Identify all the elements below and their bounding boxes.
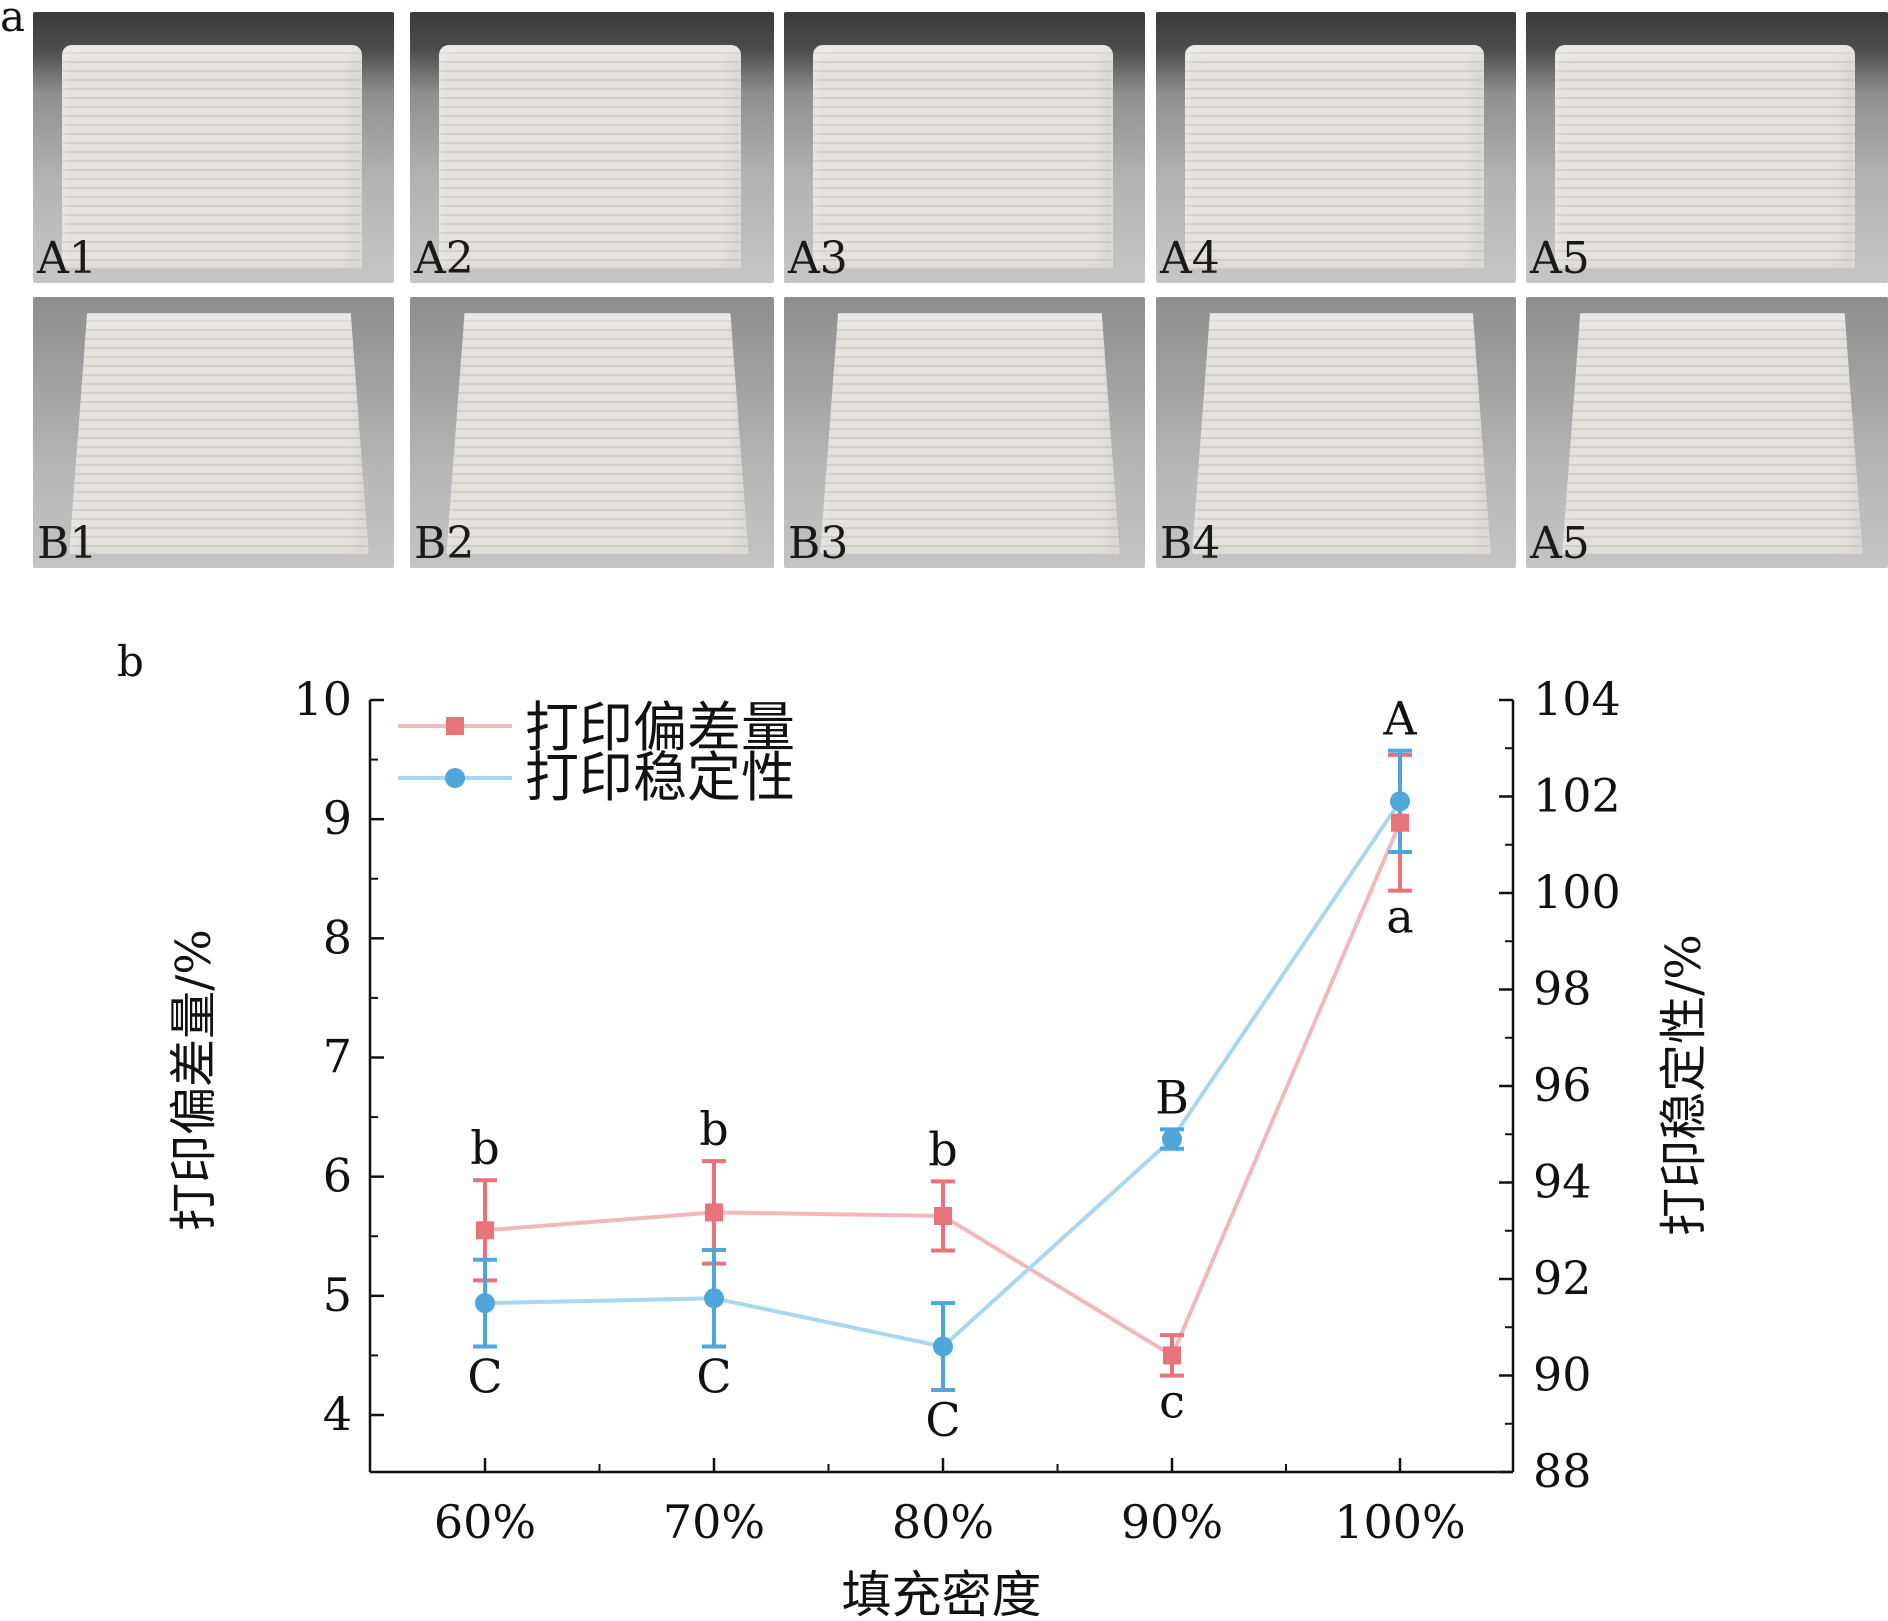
right-tick-label: 94: [1533, 1155, 1592, 1209]
sample-label: B1: [37, 518, 98, 568]
sample-photo-b5: A5: [1526, 297, 1888, 568]
sample-label: B4: [1160, 518, 1221, 568]
stability-significance-label: C: [467, 1350, 502, 1404]
deviation-significance-label: a: [1386, 890, 1413, 944]
x-tick-label: 60%: [434, 1495, 536, 1549]
sample-photo-b1: B1: [33, 297, 394, 568]
stability-point: [475, 1293, 495, 1314]
sample-label: A5: [1530, 233, 1590, 283]
legend-deviation-label: 打印偏差量: [525, 696, 795, 759]
printed-sample: [1184, 44, 1484, 270]
legend-deviation-marker: [446, 717, 464, 735]
sample-label: A1: [37, 233, 97, 283]
x-axis-title: 填充密度: [842, 1566, 1042, 1621]
sample-photo-a4: A4: [1156, 12, 1516, 283]
x-tick-label: 90%: [1121, 1495, 1223, 1549]
legend-stability-label: 打印稳定性: [525, 746, 795, 809]
sample-photo-a5: A5: [1526, 12, 1888, 283]
stability-significance-label: C: [696, 1350, 731, 1404]
sample-photo-a1: A1: [33, 12, 394, 283]
right-tick-label: 90: [1533, 1348, 1592, 1402]
deviation-line: [484, 821, 1402, 1359]
printed-sample: [1562, 313, 1863, 555]
deviation-point: [1391, 813, 1409, 832]
stability-point: [933, 1336, 953, 1357]
left-axis-title: 打印偏差量/%: [166, 929, 222, 1231]
right-tick-label: 92: [1533, 1251, 1592, 1305]
sample-label: B2: [414, 518, 475, 568]
printed-sample: [69, 313, 369, 555]
printed-sample: [820, 313, 1120, 555]
deviation-point: [476, 1221, 494, 1240]
deviation-point: [934, 1206, 952, 1225]
stability-point: [704, 1288, 724, 1309]
left-tick-label: 6: [323, 1149, 352, 1203]
legend-stability-marker: [445, 768, 465, 788]
x-tick-label: 100%: [1334, 1495, 1466, 1549]
right-tick-label: 102: [1533, 769, 1621, 823]
deviation-significance-label: c: [1159, 1375, 1185, 1429]
sample-label: A3: [788, 233, 848, 283]
right-tick-label: 96: [1533, 1058, 1592, 1112]
stability-significance-label: B: [1155, 1070, 1189, 1124]
sample-photo-grid: A1 A2 A3 A4 A5 B1 B2 B3 B4 A5: [33, 12, 1888, 568]
stability-line: [484, 800, 1402, 1349]
right-tick-label: 104: [1533, 672, 1621, 726]
deviation-significance-label: b: [928, 1122, 957, 1176]
panel-b-letter: b: [117, 637, 144, 686]
deviation-significance-label: b: [699, 1102, 728, 1156]
sample-label: A2: [414, 233, 474, 283]
sample-photo-b2: B2: [410, 297, 774, 568]
printed-sample: [1554, 44, 1856, 270]
right-axis-title: 打印稳定性/%: [1656, 934, 1712, 1236]
sample-photo-a3: A3: [784, 12, 1145, 283]
printed-sample: [446, 313, 749, 555]
stability-point: [1162, 1129, 1182, 1150]
sample-photo-b4: B4: [1156, 297, 1516, 568]
printed-sample: [439, 44, 742, 270]
sample-label: B3: [788, 518, 849, 568]
left-tick-label: 5: [323, 1268, 352, 1322]
panel-a-letter: a: [0, 0, 26, 41]
x-tick-label: 80%: [892, 1495, 994, 1549]
left-tick-label: 4: [323, 1387, 352, 1441]
deviation-significance-label: b: [470, 1121, 499, 1175]
deviation-point: [1163, 1346, 1181, 1365]
printed-sample: [61, 44, 362, 270]
right-tick-label: 88: [1533, 1444, 1592, 1498]
deviation-point: [705, 1203, 723, 1222]
left-tick-label: 7: [323, 1030, 352, 1084]
sample-photo-a2: A2: [410, 12, 774, 283]
right-tick-label: 100: [1533, 865, 1621, 919]
sample-label: A5: [1530, 518, 1590, 568]
printed-sample: [812, 44, 1113, 270]
left-tick-label: 9: [323, 791, 352, 845]
stability-significance-label: C: [925, 1393, 960, 1447]
sample-label: A4: [1160, 233, 1220, 283]
printed-sample: [1192, 313, 1491, 555]
stability-point: [1390, 791, 1410, 812]
x-tick-label: 70%: [663, 1495, 765, 1549]
stability-significance-label: A: [1382, 692, 1417, 746]
left-tick-label: 8: [323, 910, 352, 964]
sample-photo-b3: B3: [784, 297, 1145, 568]
left-tick-label: 10: [293, 672, 352, 726]
right-tick-label: 98: [1533, 962, 1592, 1016]
